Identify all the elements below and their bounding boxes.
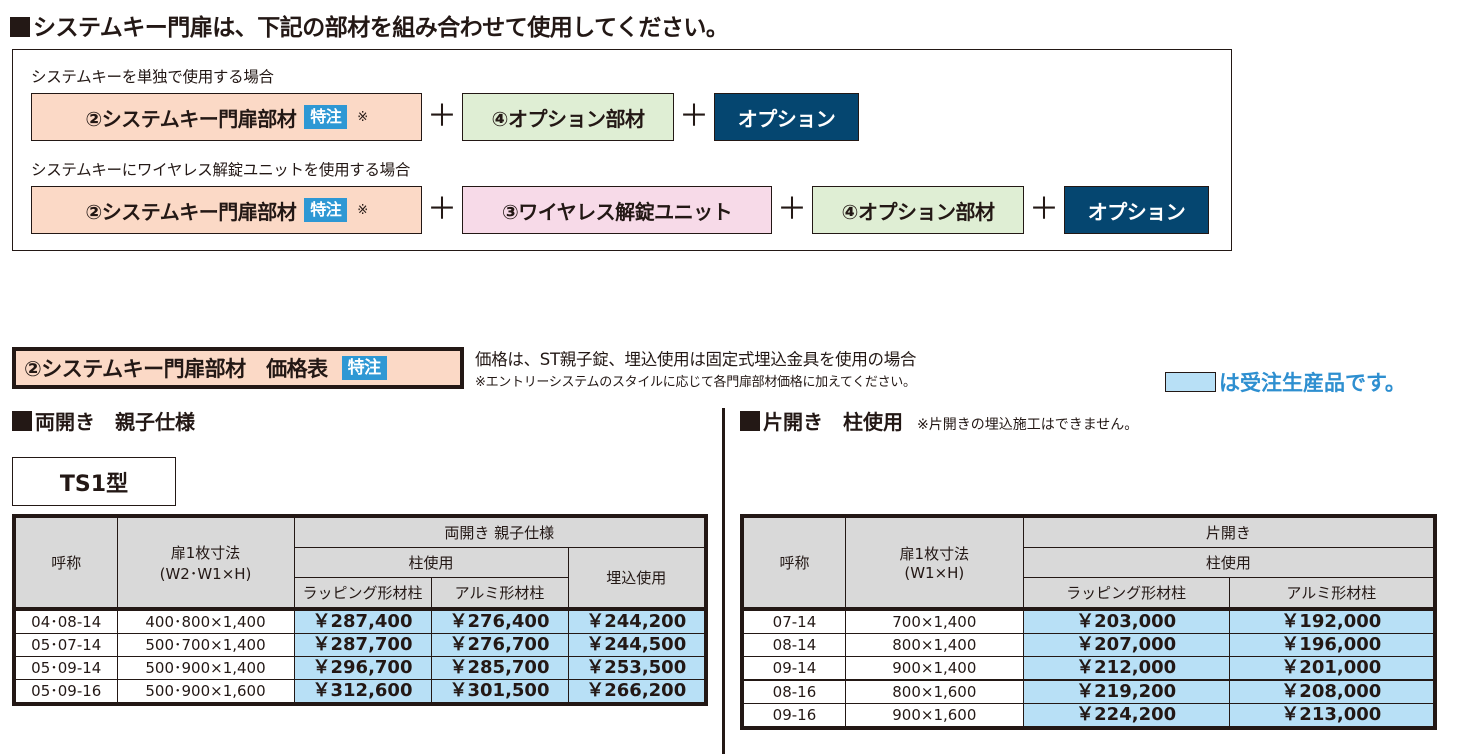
header-group: 片開き <box>1022 515 1436 548</box>
table-row: 05･09-14 500･900×1,400 ￥296,700 ￥285,700 ￥2… <box>13 656 707 680</box>
square-bullet-icon <box>740 411 760 431</box>
table-row: 05･09-16 500･900×1,600 ￥312,600 ￥301,500 ￥2… <box>13 679 707 705</box>
table-row: 07-14 700×1,400 ￥203,000 ￥192,000 <box>741 607 1436 634</box>
price-table-title: ②システムキー門扉部材 価格表 特注 <box>12 347 464 389</box>
header-group: 両開き 親子仕様 <box>293 515 707 548</box>
table-row: 09-16 900×1,600 ￥224,200 ￥213,000 <box>741 703 1436 729</box>
case-label-wireless: システムキーにワイヤレス解錠ユニットを使用する場合 <box>31 161 411 179</box>
header-pillar: 柱使用 <box>1022 547 1436 578</box>
page-heading: システムキー門扉は、下記の部材を組み合わせて使用してください。 <box>10 8 729 42</box>
note-mark: ※ <box>357 109 368 125</box>
model-type-label: TS1型 <box>12 457 176 506</box>
header-alumi: アルミ形材柱 <box>1228 577 1436 610</box>
option-box: オプション <box>1064 186 1209 234</box>
section-divider <box>722 408 725 754</box>
double-price-table: 呼称 扉1枚寸法 (W2･W1×H) 両開き 親子仕様 柱使用 埋込使用 ラッピン… <box>12 514 708 706</box>
plus-icon: ＋ <box>427 192 457 227</box>
plus-icon: ＋ <box>679 99 709 134</box>
table-row: 05･07-14 500･700×1,400 ￥287,700 ￥276,700 ￥2… <box>13 633 707 657</box>
combination-box: システムキーを単独で使用する場合 ②システムキー門扉部材 特注 ※ ＋ ④オプシ… <box>12 49 1232 251</box>
header-alumi: アルミ形材柱 <box>430 577 569 610</box>
made-to-order-legend: は受注生産品です。 <box>1165 367 1406 397</box>
option-part-box: ④オプション部材 <box>462 93 674 141</box>
plus-icon: ＋ <box>777 192 807 227</box>
header-size: 扉1枚寸法 (W2･W1×H) <box>116 515 295 610</box>
price-subnote: ※エントリーシステムのスタイルに応じて各門扉部材価格に加えてください。 <box>475 375 916 390</box>
legend-swatch <box>1165 372 1216 392</box>
header-size: 扉1枚寸法 (W1×H) <box>844 515 1024 610</box>
table-row: 08-14 800×1,400 ￥207,000 ￥196,000 <box>741 633 1436 657</box>
square-bullet-icon <box>10 17 30 37</box>
square-bullet-icon <box>12 411 32 431</box>
special-order-badge: 特注 <box>304 198 348 222</box>
header-name: 呼称 <box>741 515 846 610</box>
special-order-badge: 特注 <box>304 105 348 129</box>
header-embed: 埋込使用 <box>567 547 707 610</box>
header-name: 呼称 <box>13 515 118 610</box>
option-part-box: ④オプション部材 <box>812 186 1024 234</box>
section-title-single: 片開き 柱使用 ※片開きの埋込施工はできません。 <box>740 406 1138 435</box>
note-mark: ※ <box>357 202 368 218</box>
wireless-unit-box: ③ワイヤレス解錠ユニット <box>462 186 772 234</box>
table-row: 09-14 900×1,400 ￥212,000 ￥201,000 <box>741 656 1436 681</box>
single-price-table: 呼称 扉1枚寸法 (W1×H) 片開き 柱使用 ラッピング形材柱 アルミ形材柱 0… <box>740 514 1437 730</box>
plus-icon: ＋ <box>1029 192 1059 227</box>
header-pillar: 柱使用 <box>293 547 569 578</box>
option-box: オプション <box>714 93 859 141</box>
combination-row-wireless: ②システムキー門扉部材 特注 ※ ＋ ③ワイヤレス解錠ユニット ＋ ④オプション… <box>31 186 1209 234</box>
plus-icon: ＋ <box>427 99 457 134</box>
special-order-badge: 特注 <box>341 356 387 380</box>
combination-row-standalone: ②システムキー門扉部材 特注 ※ ＋ ④オプション部材 ＋ オプション <box>31 93 859 141</box>
door-part-box: ②システムキー門扉部材 特注 ※ <box>31 93 422 141</box>
header-wrap: ラッピング形材柱 <box>1022 577 1230 610</box>
table-row: 08-16 800×1,600 ￥219,200 ￥208,000 <box>741 679 1436 704</box>
header-wrap: ラッピング形材柱 <box>293 577 432 610</box>
section-title-double: 両開き 親子仕様 <box>12 406 195 435</box>
case-label-standalone: システムキーを単独で使用する場合 <box>31 68 274 86</box>
door-part-box: ②システムキー門扉部材 特注 ※ <box>31 186 422 234</box>
price-note: 価格は、ST親子錠、埋込使用は固定式埋込金具を使用の場合 <box>475 350 917 369</box>
table-row: 04･08-14 400･800×1,400 ￥287,400 ￥276,400 ￥2… <box>13 607 707 634</box>
